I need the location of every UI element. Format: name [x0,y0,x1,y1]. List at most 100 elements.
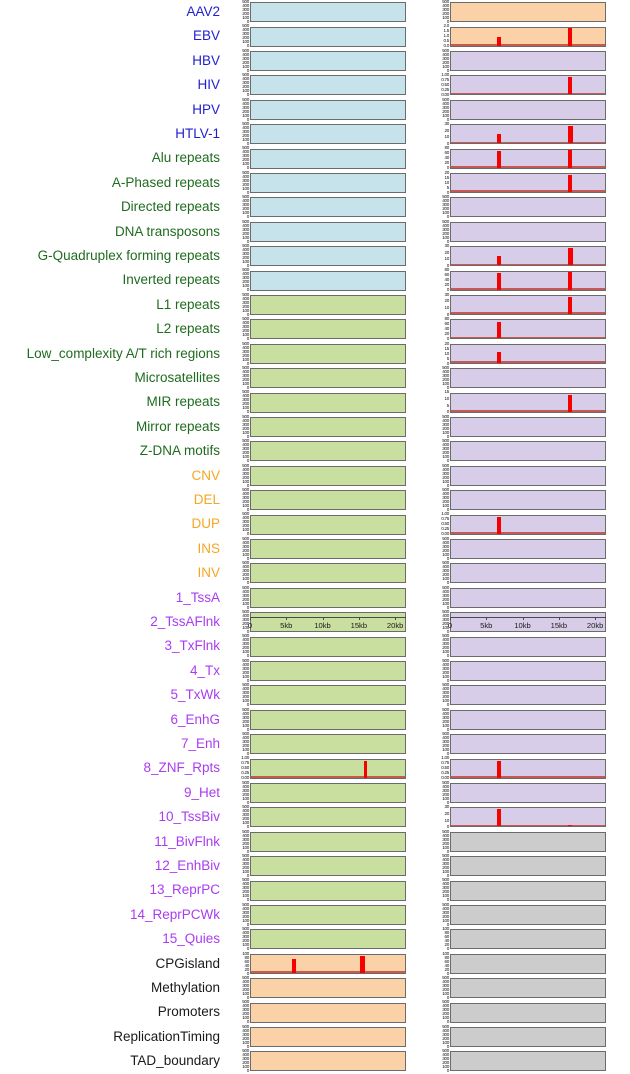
track-row[interactable]: 500 400 300 200 100 0 [428,707,618,732]
track-plot[interactable] [250,294,406,315]
track-plot[interactable] [250,416,406,437]
track-plot[interactable] [250,26,406,47]
track-plot[interactable] [450,685,606,706]
track-row[interactable]: 100 80 60 40 20 0 [428,926,618,951]
track-plot[interactable] [250,441,406,462]
data-spike[interactable] [497,151,502,168]
track-row[interactable]: 30 20 10 0 [428,804,618,829]
track-row[interactable]: 500 400 300 200 100 0 [428,536,618,561]
track-row[interactable]: 20 15 10 5 0 [428,170,618,195]
track-row[interactable]: 500 400 300 200 100 0 [228,219,418,244]
track-row[interactable]: 15 10 5 0 [428,389,618,414]
track-plot[interactable] [250,636,406,657]
track-row[interactable]: 500 400 300 200 100 0 [428,194,618,219]
track-row[interactable]: 500 400 300 200 100 0 [228,658,418,683]
track-plot[interactable] [250,148,406,169]
track-plot[interactable] [450,368,606,389]
track-row[interactable]: 500 400 300 200 100 0 [428,487,618,512]
track-row[interactable]: 500 400 300 200 100 0 [428,414,618,439]
track-plot[interactable] [450,441,606,462]
track-row[interactable]: 500 400 300 200 100 0 [428,219,618,244]
track-row[interactable]: 500 400 300 200 100 0 [228,365,418,390]
track-plot[interactable] [250,465,406,486]
track-row[interactable]: 500 400 300 200 100 0 [428,633,618,658]
track-plot[interactable] [250,953,406,974]
track-plot[interactable] [250,246,406,267]
track-row[interactable]: 500 400 300 200 100 0 [228,72,418,97]
track-plot[interactable] [250,514,406,535]
track-row[interactable]: 500 400 300 200 100 0 [228,414,418,439]
data-spike[interactable] [568,77,573,95]
track-row[interactable]: 500 400 300 200 100 0 [228,316,418,341]
track-row[interactable]: 500 400 300 200 100 0 [228,170,418,195]
track-row[interactable]: 500 400 300 200 100 0 [228,0,418,24]
data-spike[interactable] [568,174,573,192]
track-row[interactable]: 80 60 40 20 0 [428,316,618,341]
track-plot[interactable] [250,50,406,71]
track-plot[interactable] [450,782,606,803]
track-row[interactable]: 500 400 300 200 100 0 [428,0,618,24]
track-plot[interactable] [450,1051,606,1072]
track-plot[interactable] [450,99,606,120]
track-plot[interactable] [250,1002,406,1023]
data-spike[interactable] [568,395,573,412]
track-row[interactable]: 500 400 300 200 100 0 [428,658,618,683]
track-row[interactable]: 500 400 300 200 100 0 [228,829,418,854]
track-plot[interactable] [250,319,406,340]
track-plot[interactable] [450,2,606,23]
track-plot[interactable] [250,270,406,291]
track-plot[interactable] [250,99,406,120]
track-row[interactable]: 500 400 300 200 100 0 [428,853,618,878]
track-plot[interactable] [450,294,606,315]
data-spike[interactable] [568,272,573,290]
track-plot[interactable] [250,343,406,364]
track-plot[interactable] [450,246,606,267]
track-plot[interactable] [450,343,606,364]
track-plot[interactable] [450,636,606,657]
track-plot[interactable] [250,392,406,413]
track-row[interactable]: 30 20 10 0 [428,292,618,317]
track-row[interactable]: 500 400 300 200 100 0 [228,97,418,122]
track-plot[interactable] [250,221,406,242]
track-plot[interactable] [250,709,406,730]
data-spike[interactable] [568,125,574,144]
track-row[interactable]: 500 400 300 200 100 0 [228,975,418,1000]
track-row[interactable]: 500 400 300 200 100 0 [228,707,418,732]
track-plot[interactable] [250,368,406,389]
track-plot[interactable] [450,490,606,511]
data-spike[interactable] [568,824,573,827]
track-plot[interactable] [250,172,406,193]
track-plot[interactable] [450,953,606,974]
track-plot[interactable] [450,563,606,584]
track-row[interactable]: 500 400 300 200 100 0 [428,780,618,805]
track-row[interactable]: 500 400 300 200 100 0 [228,853,418,878]
track-plot[interactable] [450,904,606,925]
track-plot[interactable] [450,831,606,852]
data-spike[interactable] [497,273,502,290]
track-plot[interactable] [250,197,406,218]
track-plot[interactable] [450,929,606,950]
track-plot[interactable] [250,1051,406,1072]
track-row[interactable]: 1.00 0.75 0.50 0.25 0.00 [428,755,618,780]
track-plot[interactable] [450,538,606,559]
track-row[interactable]: 500 400 300 200 100 0 [228,511,418,536]
track-plot[interactable] [450,465,606,486]
track-row[interactable]: 500 400 300 200 100 0 [228,389,418,414]
track-row[interactable]: 80 60 40 20 0 [428,267,618,292]
track-plot[interactable] [250,978,406,999]
track-row[interactable]: 500 400 300 200 100 0 [228,1048,418,1073]
track-plot[interactable] [450,26,606,47]
track-plot[interactable] [450,221,606,242]
track-row[interactable]: 500 400 300 200 100 0 [428,902,618,927]
track-row[interactable]: 500 400 300 200 100 0 [228,804,418,829]
track-plot[interactable] [250,660,406,681]
data-spike[interactable] [497,133,502,144]
data-spike[interactable] [291,959,296,973]
data-spike[interactable] [568,28,573,46]
track-plot[interactable] [450,319,606,340]
track-row[interactable]: 500 400 300 200 100 0 [228,877,418,902]
track-row[interactable]: 500 400 300 200 100 0 [428,438,618,463]
track-row[interactable]: 500 400 300 200 100 0 [228,780,418,805]
track-plot[interactable] [450,1026,606,1047]
data-spike[interactable] [568,150,573,168]
